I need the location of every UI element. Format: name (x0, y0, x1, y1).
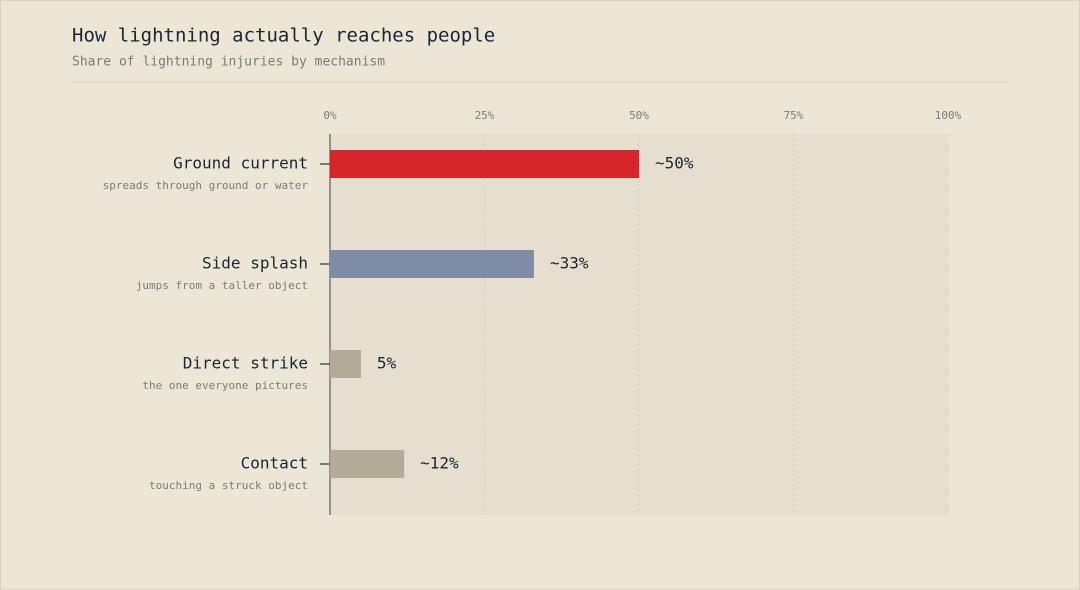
x-tick-label: 50% (629, 109, 649, 122)
value-label: ~33% (550, 254, 589, 273)
bar (330, 350, 361, 378)
bar (330, 150, 639, 178)
category-description: jumps from a taller object (136, 279, 308, 292)
value-label: 5% (377, 354, 397, 373)
chart-title: How lightning actually reaches people (72, 25, 495, 47)
bar (330, 250, 534, 278)
category-label: Ground current (173, 154, 308, 173)
x-tick-label: 100% (935, 109, 962, 122)
chart-subtitle: Share of lightning injuries by mechanism (72, 55, 385, 70)
category-description: touching a struck object (149, 479, 308, 492)
x-tick-label: 25% (475, 109, 495, 122)
value-label: ~12% (420, 454, 459, 473)
category-description: the one everyone pictures (142, 379, 308, 392)
value-label: ~50% (655, 154, 694, 173)
category-label: Side splash (202, 254, 308, 273)
category-label: Direct strike (183, 354, 308, 373)
category-description: spreads through ground or water (103, 179, 309, 192)
category-label: Contact (241, 454, 308, 473)
x-tick-label: 75% (784, 109, 804, 122)
x-tick-label: 0% (323, 109, 337, 122)
bar (330, 450, 405, 478)
